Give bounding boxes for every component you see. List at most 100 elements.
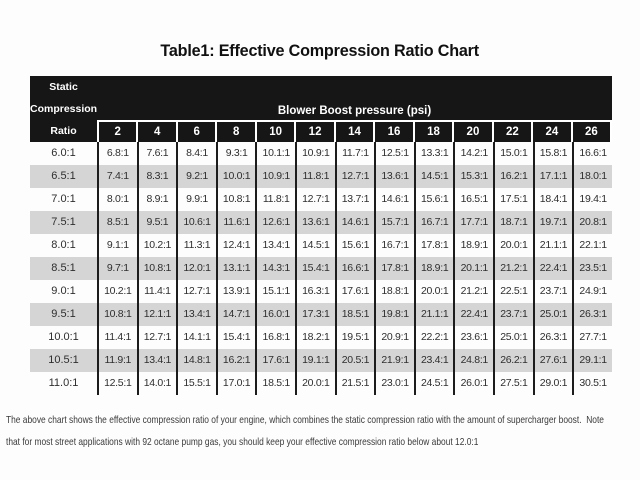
effective-ratio-cell: 27.7:1 <box>572 326 612 349</box>
effective-ratio-cell: 17.6:1 <box>334 280 375 303</box>
effective-ratio-cell: 13.6:1 <box>295 211 335 234</box>
effective-ratio-cell: 14.0:1 <box>136 372 177 395</box>
effective-ratio-cell: 12.5:1 <box>97 372 137 395</box>
effective-ratio-cell: 30.5:1 <box>572 372 612 395</box>
effective-ratio-cell: 20.0:1 <box>295 372 335 395</box>
effective-ratio-cell: 10.8:1 <box>97 303 137 326</box>
effective-ratio-cell: 23.4:1 <box>413 349 454 372</box>
effective-ratio-cell: 6.8:1 <box>97 142 137 165</box>
psi-column-header: 20 <box>452 120 492 142</box>
effective-ratio-cell: 16.3:1 <box>295 280 335 303</box>
effective-ratio-cell: 27.5:1 <box>493 372 533 395</box>
effective-ratio-cell: 11.6:1 <box>215 211 256 234</box>
effective-ratio-cell: 17.5:1 <box>493 188 533 211</box>
effective-ratio-cell: 16.7:1 <box>413 211 454 234</box>
effective-ratio-cell: 21.2:1 <box>453 280 493 303</box>
psi-column-header: 26 <box>570 120 613 142</box>
effective-ratio-cell: 10.8:1 <box>136 257 177 280</box>
effective-ratio-cell: 20.5:1 <box>334 349 375 372</box>
effective-ratio-cell: 16.2:1 <box>493 165 533 188</box>
effective-ratio-cell: 22.1:1 <box>572 234 612 257</box>
effective-ratio-cell: 9.2:1 <box>176 165 216 188</box>
effective-ratio-cell: 13.6:1 <box>374 165 414 188</box>
effective-ratio-cell: 18.4:1 <box>532 188 573 211</box>
effective-ratio-cell: 17.1:1 <box>532 165 573 188</box>
effective-ratio-cell: 22.5:1 <box>493 280 533 303</box>
effective-ratio-cell: 20.0:1 <box>493 234 533 257</box>
effective-ratio-cell: 18.7:1 <box>493 211 533 234</box>
boost-header-area: Blower Boost pressure (psi) 2 4 6 8 10 12 14 16… <box>97 76 613 142</box>
effective-ratio-cell: 20.1:1 <box>453 257 493 280</box>
effective-ratio-cell: 14.6:1 <box>334 211 375 234</box>
effective-ratio-cell: 10.9:1 <box>295 142 335 165</box>
table-row: 6.5:1 7.4:1 8.3:1 9.2:1 10.0:1 10.9:1 11.8:1 12… <box>30 165 612 188</box>
effective-ratio-cell: 15.6:1 <box>413 188 454 211</box>
effective-ratio-cell: 24.5:1 <box>413 372 454 395</box>
effective-ratio-cell: 10.2:1 <box>97 280 137 303</box>
effective-ratio-cell: 18.9:1 <box>453 234 493 257</box>
footnote-line-1: The above chart shows the effective comp… <box>6 414 604 426</box>
effective-ratio-cell: 8.4:1 <box>176 142 216 165</box>
effective-ratio-cell: 14.2:1 <box>453 142 493 165</box>
effective-ratio-cell: 10.9:1 <box>255 165 295 188</box>
title-row: Table1: Effective Compression Ratio Char… <box>0 41 640 61</box>
effective-ratio-cell: 18.2:1 <box>295 326 335 349</box>
effective-ratio-cell: 14.5:1 <box>295 234 335 257</box>
effective-ratio-cell: 23.7:1 <box>532 280 573 303</box>
psi-column-header: 6 <box>175 120 216 142</box>
psi-column-header: 16 <box>373 120 413 142</box>
effective-ratio-cell: 15.3:1 <box>453 165 493 188</box>
effective-ratio-cell: 17.6:1 <box>255 349 295 372</box>
effective-ratio-cell: 13.7:1 <box>334 188 375 211</box>
static-ratio-cell: 9.0:1 <box>51 285 76 297</box>
effective-ratio-cell: 7.4:1 <box>97 165 137 188</box>
effective-ratio-cell: 24.8:1 <box>453 349 493 372</box>
effective-ratio-cell: 16.8:1 <box>255 326 295 349</box>
effective-ratio-cell: 10.8:1 <box>215 188 256 211</box>
effective-ratio-cell: 8.0:1 <box>97 188 137 211</box>
psi-column-header: 24 <box>531 120 571 142</box>
effective-ratio-cell: 19.7:1 <box>532 211 573 234</box>
effective-ratio-cell: 9.5:1 <box>136 211 177 234</box>
effective-ratio-cell: 27.6:1 <box>532 349 573 372</box>
static-ratio-cell: 8.0:1 <box>51 239 76 251</box>
effective-ratio-cell: 11.8:1 <box>255 188 295 211</box>
table-row: 10.5:1 11.9:1 13.4:1 14.8:1 16.2:1 17.6:1 19.1… <box>30 349 612 372</box>
effective-ratio-cell: 12.1:1 <box>136 303 177 326</box>
table-row: 8.5:1 9.7:1 10.8:1 12.0:1 13.1:1 14.3:1 15.4:1… <box>30 257 612 280</box>
table-row: 9.5:1 10.8:1 12.1:1 13.4:1 14.7:1 16.0:1 17.3:… <box>30 303 612 326</box>
table-row: 10.0:1 11.4:1 12.7:1 14.1:1 15.4:1 16.8:1 18.2… <box>30 326 612 349</box>
table-row: 6.0:1 6.8:1 7.6:1 8.4:1 9.3:1 10.1:1 10.9:1 11.… <box>30 142 612 165</box>
effective-ratio-cell: 12.7:1 <box>136 326 177 349</box>
effective-ratio-cell: 15.8:1 <box>532 142 573 165</box>
effective-ratio-cell: 15.5:1 <box>176 372 216 395</box>
effective-ratio-cell: 25.0:1 <box>493 326 533 349</box>
header-line-static: Static <box>49 81 78 93</box>
effective-ratio-cell: 13.1:1 <box>215 257 256 280</box>
effective-ratio-cell: 10.2:1 <box>136 234 177 257</box>
table-header: Static Compression Ratio Blower Boost pr… <box>30 76 613 142</box>
effective-ratio-cell: 13.4:1 <box>255 234 295 257</box>
effective-ratio-cell: 13.3:1 <box>413 142 454 165</box>
table-body: 6.0:1 6.8:1 7.6:1 8.4:1 9.3:1 10.1:1 10.9:1 11.… <box>30 142 612 395</box>
effective-ratio-cell: 9.1:1 <box>97 234 137 257</box>
psi-column-header: 22 <box>491 120 532 142</box>
static-compression-ratio-header: Static Compression Ratio <box>30 76 97 142</box>
psi-columns-row: 2 4 6 8 10 12 14 16 18 20 22 24 26 <box>97 120 613 142</box>
effective-ratio-cell: 11.7:1 <box>334 142 375 165</box>
effective-ratio-cell: 29.1:1 <box>572 349 612 372</box>
effective-ratio-cell: 18.0:1 <box>572 165 612 188</box>
effective-ratio-cell: 18.9:1 <box>413 257 454 280</box>
effective-ratio-cell: 14.3:1 <box>255 257 295 280</box>
effective-ratio-cell: 13.4:1 <box>176 303 216 326</box>
effective-ratio-cell: 14.1:1 <box>176 326 216 349</box>
effective-ratio-cell: 21.9:1 <box>374 349 414 372</box>
effective-ratio-cell: 8.3:1 <box>136 165 177 188</box>
effective-ratio-cell: 16.6:1 <box>572 142 612 165</box>
table-title: Table1: Effective Compression Ratio Char… <box>160 41 480 60</box>
effective-ratio-cell: 16.0:1 <box>255 303 295 326</box>
effective-ratio-cell: 23.6:1 <box>453 326 493 349</box>
psi-column-header: 2 <box>97 120 137 142</box>
effective-ratio-cell: 17.3:1 <box>295 303 335 326</box>
psi-column-header: 18 <box>412 120 453 142</box>
